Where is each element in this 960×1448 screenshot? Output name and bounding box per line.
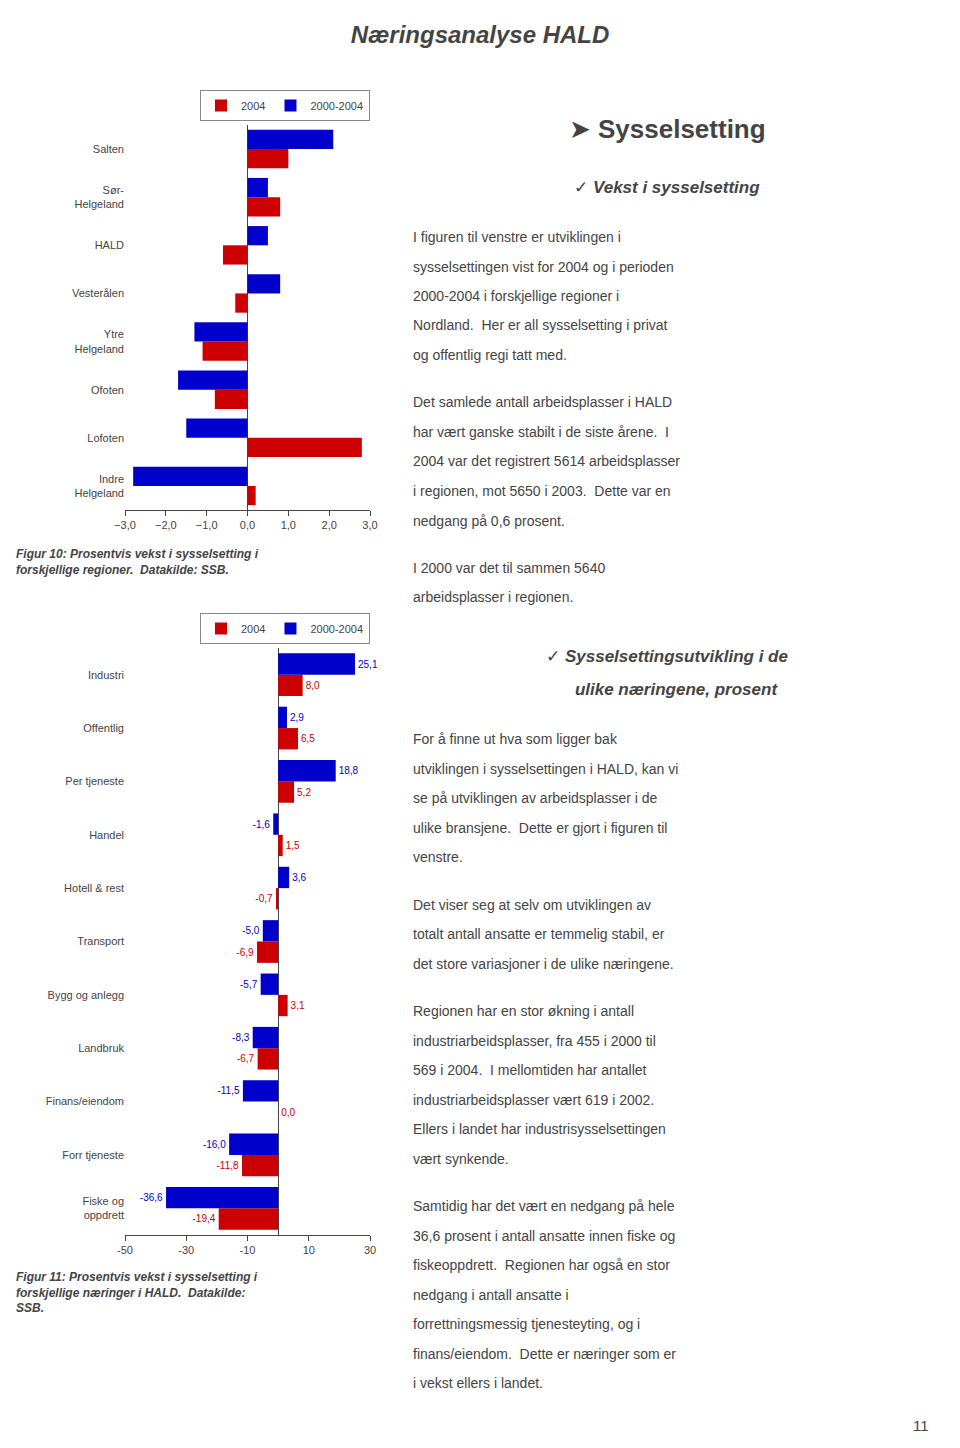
svg-text:Regionen har en stor økning i: Regionen har en stor økning i antall (413, 1003, 634, 1019)
svg-text:Finans/eiendom: Finans/eiendom (46, 1095, 124, 1107)
svg-text:Figur 11: Prosentvis vekst i s: Figur 11: Prosentvis vekst i sysselsetti… (16, 1270, 258, 1315)
svg-text:For å finne ut hva som ligger: For å finne ut hva som ligger bak (413, 731, 618, 747)
svg-text:har vært ganske stabilt i de s: har vært ganske stabilt i de siste årene… (413, 424, 669, 440)
svg-text:-36,6: -36,6 (140, 1192, 163, 1203)
svg-text:Bygg og anlegg: Bygg og anlegg (48, 989, 124, 1001)
svg-text:Ellers i landet har industrisy: Ellers i landet har industrisysselsettin… (413, 1121, 666, 1137)
svg-text:2000-2004 i forskjellige regio: 2000-2004 i forskjellige regioner i (413, 288, 619, 304)
svg-text:36,6 prosent i antall ansatte: 36,6 prosent i antall ansatte innen fisk… (413, 1228, 675, 1244)
svg-text:3,1: 3,1 (291, 1000, 305, 1011)
svg-text:det store variasjoner i de uli: det store variasjoner i de ulike næringe… (413, 956, 674, 972)
svg-text:2000-2004: 2000-2004 (310, 100, 363, 112)
svg-text:➤ Sysselsetting: ➤ Sysselsetting (569, 114, 766, 144)
svg-text:-19,4: -19,4 (192, 1213, 215, 1224)
svg-text:I figuren til venstre er utvik: I figuren til venstre er utviklingen i (413, 229, 621, 245)
svg-text:utviklingen i sysselsettingen: utviklingen i sysselsettingen i HALD, ka… (413, 761, 678, 777)
svg-text:Landbruk: Landbruk (78, 1042, 124, 1054)
svg-text:30: 30 (364, 1244, 376, 1256)
svg-text:industriarbeidsplasser vært 61: industriarbeidsplasser vært 619 i 2002. (413, 1092, 654, 1108)
svg-text:-5,0: -5,0 (242, 925, 260, 936)
svg-text:1,0: 1,0 (281, 519, 296, 531)
svg-text:✓ Sysselsettingsutvikling i de: ✓ Sysselsettingsutvikling i de (546, 647, 788, 666)
svg-text:Nordland. Her er all sysselse: Nordland. Her er all sysselsetting i pri… (413, 317, 668, 333)
svg-text:nedgang i antall ansatte i: nedgang i antall ansatte i (413, 1287, 569, 1303)
svg-text:-30: -30 (178, 1244, 194, 1256)
svg-text:venstre.: venstre. (413, 849, 463, 865)
svg-text:10: 10 (303, 1244, 315, 1256)
svg-text:11: 11 (913, 1417, 929, 1434)
svg-text:I 2000 var det til sammen 5640: I 2000 var det til sammen 5640 (413, 560, 605, 576)
svg-text:2004 var det registrert 5614 a: 2004 var det registrert 5614 arbeidsplas… (413, 453, 680, 469)
svg-text:8,0: 8,0 (306, 680, 320, 691)
svg-text:finans/eiendom. Dette er næri: finans/eiendom. Dette er næringer som er (413, 1346, 676, 1362)
svg-text:-11,5: -11,5 (217, 1085, 239, 1096)
svg-text:2,0: 2,0 (322, 519, 337, 531)
svg-text:2000-2004: 2000-2004 (310, 623, 363, 635)
svg-text:Handel: Handel (89, 829, 124, 841)
svg-text:Hotell & rest: Hotell & rest (64, 882, 124, 894)
svg-text:-8,3: -8,3 (232, 1032, 250, 1043)
svg-text:sysselsettingen vist for 2004: sysselsettingen vist for 2004 og i perio… (413, 259, 674, 275)
svg-text:6,5: 6,5 (301, 733, 315, 744)
svg-text:Samtidig har det vært en nedga: Samtidig har det vært en nedgang på hele (413, 1198, 675, 1214)
svg-text:ulike næringene, prosent: ulike næringene, prosent (556, 680, 778, 699)
svg-text:−2,0: −2,0 (155, 519, 177, 531)
svg-text:nedgang på 0,6 prosent.: nedgang på 0,6 prosent. (413, 513, 565, 529)
svg-text:Transport: Transport (77, 935, 124, 947)
svg-text:-16,0: -16,0 (203, 1139, 226, 1150)
svg-text:-0,7: -0,7 (255, 893, 273, 904)
svg-text:2004: 2004 (241, 100, 265, 112)
svg-text:YtreHelgeland: YtreHelgeland (74, 328, 124, 354)
svg-text:−1,0: −1,0 (196, 519, 218, 531)
svg-text:-6,7: -6,7 (237, 1053, 255, 1064)
svg-text:Vesterålen: Vesterålen (72, 287, 124, 299)
svg-text:−3,0: −3,0 (114, 519, 136, 531)
svg-text:Lofoten: Lofoten (87, 432, 124, 444)
svg-text:industriarbeidsplasser, fra 45: industriarbeidsplasser, fra 455 i 2000 t… (413, 1033, 656, 1049)
svg-text:totalt antall ansatte er temme: totalt antall ansatte er temmelig stabil… (413, 926, 665, 942)
svg-text:Det viser seg at selv om utvik: Det viser seg at selv om utviklingen av (413, 897, 651, 913)
svg-text:Næringsanalyse HALD: Næringsanalyse HALD (351, 21, 610, 48)
svg-text:-1,6: -1,6 (253, 819, 271, 830)
svg-text:-5,7: -5,7 (240, 979, 258, 990)
svg-text:HALD: HALD (95, 239, 124, 251)
svg-text:2004: 2004 (241, 623, 265, 635)
svg-text:3,0: 3,0 (362, 519, 377, 531)
svg-text:vært synkende.: vært synkende. (413, 1151, 509, 1167)
svg-text:Det samlede antall arbeidsplas: Det samlede antall arbeidsplasser i HALD (413, 394, 672, 410)
svg-text:18,8: 18,8 (339, 765, 359, 776)
svg-text:Fiske ogoppdrett: Fiske ogoppdrett (82, 1195, 124, 1221)
svg-text:25,1: 25,1 (358, 659, 378, 670)
svg-text:Forr tjeneste: Forr tjeneste (62, 1149, 124, 1161)
svg-text:0,0: 0,0 (281, 1107, 295, 1118)
svg-text:-6,9: -6,9 (236, 947, 254, 958)
svg-text:Offentlig: Offentlig (83, 722, 124, 734)
svg-text:arbeidsplasser i regionen.: arbeidsplasser i regionen. (413, 589, 573, 605)
svg-text:✓ Vekst i sysselsetting: ✓ Vekst i sysselsetting (574, 178, 760, 197)
svg-text:IndreHelgeland: IndreHelgeland (74, 473, 124, 499)
svg-text:-50: -50 (117, 1244, 133, 1256)
svg-text:-10: -10 (240, 1244, 256, 1256)
svg-text:Figur 10: Prosentvis vekst i s: Figur 10: Prosentvis vekst i sysselsetti… (16, 547, 259, 577)
svg-text:Sør-Helgeland: Sør-Helgeland (74, 184, 124, 210)
svg-text:5,2: 5,2 (297, 787, 311, 798)
svg-text:forrettningsmessig tjenesteyti: forrettningsmessig tjenesteyting, og i (413, 1316, 640, 1332)
svg-text:i regionen, mot 5650 i 2003.: i regionen, mot 5650 i 2003. Dette var e… (413, 483, 671, 499)
svg-text:fiskeoppdrett. Regionen har o: fiskeoppdrett. Regionen har også en stor (413, 1257, 670, 1273)
svg-text:Ofoten: Ofoten (91, 384, 124, 396)
svg-text:569 i 2004. I mellomtiden har: 569 i 2004. I mellomtiden har antallet (413, 1062, 647, 1078)
svg-text:2,9: 2,9 (290, 712, 304, 723)
svg-text:Industri: Industri (88, 669, 124, 681)
svg-text:3,6: 3,6 (292, 872, 306, 883)
svg-text:og offentlig regi tatt med.: og offentlig regi tatt med. (413, 347, 567, 363)
svg-text:Salten: Salten (93, 143, 124, 155)
svg-text:i vekst ellers i landet.: i vekst ellers i landet. (413, 1375, 543, 1391)
svg-text:-11,8: -11,8 (217, 1160, 239, 1171)
svg-text:0,0: 0,0 (240, 519, 255, 531)
svg-text:se på utviklingen av arbeidspl: se på utviklingen av arbeidsplasser i de (413, 790, 658, 806)
svg-text:1,5: 1,5 (286, 840, 300, 851)
svg-text:ulike bransjene. Dette er gjo: ulike bransjene. Dette er gjort i figure… (413, 820, 667, 836)
svg-text:Per tjeneste: Per tjeneste (65, 775, 124, 787)
